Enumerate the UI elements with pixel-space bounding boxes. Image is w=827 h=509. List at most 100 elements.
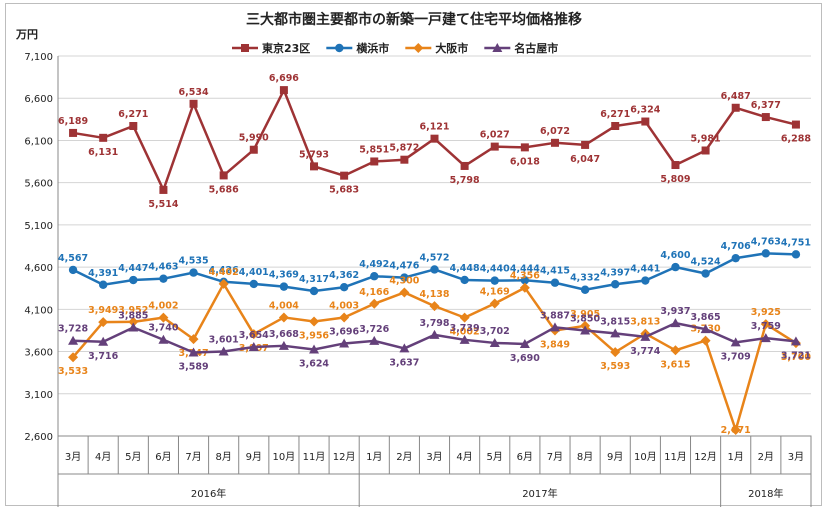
gridlines [58,55,811,437]
data-label: 4,535 [179,256,209,267]
data-label: 3,690 [510,353,540,364]
data-point-triangle [128,322,139,332]
data-label: 6,027 [480,130,510,141]
data-point-diamond [218,278,229,289]
y-axis: 2,600 3,100 3,600 4,100 4,600 5,100 5,600 6,100… [24,52,59,443]
x-tick-label: 4月 [456,451,472,463]
data-label: 5,683 [329,185,359,196]
data-point-square [460,161,469,170]
data-point-diamond [248,329,259,340]
x-tick-label: 3月 [788,451,804,463]
data-point-square [249,145,258,154]
legend-item: 東京23区 [232,41,310,55]
year-label: 2016年 [191,487,226,500]
data-point-square [520,143,529,152]
data-label: 6,271 [600,109,630,120]
data-point-triangle [248,341,259,351]
data-label: 3,601 [209,334,239,345]
data-label: 4,447 [118,263,148,274]
data-point-circle [68,265,78,275]
data-label: 4,463 [148,262,178,273]
data-label: 4,002 [450,327,480,338]
data-label: 4,440 [480,264,510,275]
data-label: 5,514 [148,199,178,210]
data-label: 3,637 [389,357,419,368]
data-point-diamond [413,43,424,53]
data-point-triangle [188,347,199,357]
data-point-diamond [188,334,199,345]
data-point-circle [490,276,499,285]
y-tick-label: 5,600 [24,179,53,190]
data-label: 4,572 [419,252,449,263]
data-label: 3,726 [359,324,389,335]
data-point-circle [520,276,530,285]
data-point-diamond [700,335,711,346]
data-point-diamond [399,287,410,298]
data-point-diamond [98,317,109,328]
data-label: 3,721 [781,350,811,361]
data-point-square [129,122,138,131]
legend-item: 大阪市 [405,41,468,55]
x-tick-label: 1月 [366,451,382,463]
data-point-diamond [670,345,681,356]
data-label: 3,925 [751,307,781,318]
data-point-square [701,146,710,155]
y-tick-label: 6,600 [24,94,53,105]
data-point-triangle [670,318,681,328]
data-label: 4,402 [209,267,239,278]
data-point-triangle [98,336,109,346]
data-label: 4,317 [299,274,329,285]
data-label: 3,709 [721,351,751,362]
data-point-square [370,157,379,166]
data-point-circle [335,43,344,53]
data-point-triangle [218,346,229,356]
data-label: 4,003 [329,301,359,312]
data-point-triangle [459,334,470,344]
data-point-circle [761,249,771,258]
data-point-circle [731,253,740,263]
data-point-diamond [730,425,741,436]
data-point-square [581,140,590,149]
data-point-square [279,86,288,95]
data-label: 3,774 [630,346,660,357]
data-point-triangle [790,336,801,346]
data-point-circle [791,250,801,259]
data-label: 4,004 [269,300,299,311]
data-point-diamond [68,352,79,363]
y-tick-label: 4,100 [24,305,53,316]
data-label: 4,300 [389,275,419,286]
x-tick-label: 10月 [634,451,657,463]
data-point-diamond [369,298,380,309]
data-label: 3,624 [299,359,329,370]
data-point-triangle [580,325,591,335]
x-tick-label: 12月 [333,451,356,463]
x-tick-label: 7月 [547,451,563,463]
data-point-diamond [489,298,500,309]
data-label: 6,131 [88,147,118,158]
data-point-circle [400,273,409,282]
data-point-square [69,128,78,137]
data-label: 3,885 [118,310,148,321]
data-label: 3,937 [660,306,690,317]
data-point-triangle [158,334,169,344]
data-label: 6,696 [269,73,299,84]
x-tick-label: 7月 [185,451,201,463]
data-point-triangle [519,338,530,348]
legend-label: 大阪市 [435,41,468,55]
data-label: 6,324 [630,105,660,116]
chart-frame: 三大都市圏主要都市の新築一戸建て住宅平均価格推移 万円 東京23区 横浜市 大阪市 名… [5,3,822,507]
y-tick-label: 5,100 [24,221,53,232]
data-point-diamond [760,319,771,330]
x-tick-label: 8月 [577,451,593,463]
data-point-triangle [309,344,320,354]
data-label: 6,534 [179,87,209,98]
data-label: 3,716 [88,351,118,362]
data-point-circle [550,278,560,287]
data-point-triangle [492,43,503,52]
data-point-triangle [489,337,500,347]
y-axis-unit-label: 万円 [15,28,38,41]
data-point-triangle [549,322,560,332]
data-label: 3,739 [450,323,480,334]
x-tick-label: 10月 [273,451,296,463]
